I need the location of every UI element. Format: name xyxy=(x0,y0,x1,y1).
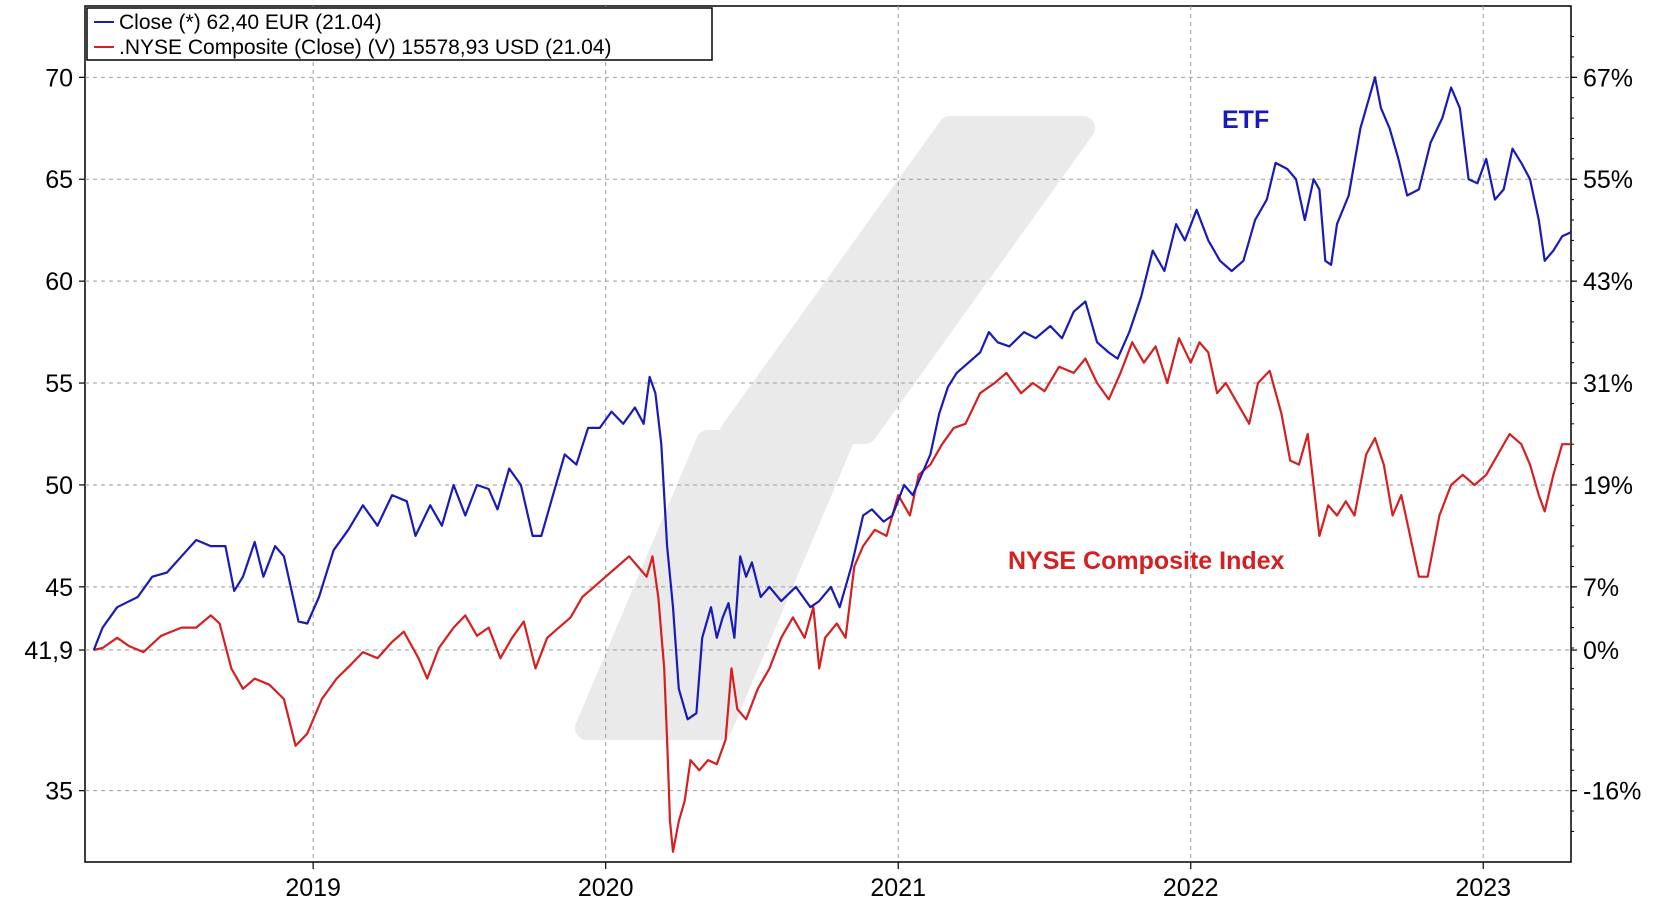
x-tick-label: 2021 xyxy=(870,874,926,902)
x-tick-label: 2020 xyxy=(578,874,634,902)
y-tick-label-left: 55 xyxy=(45,370,73,398)
y-tick-label-left: 41,9 xyxy=(24,637,73,665)
y-tick-label-right: 67% xyxy=(1583,64,1633,92)
y-tick-label-right: 0% xyxy=(1583,637,1619,665)
legend-label-nyse: .NYSE Composite (Close) (V) 15578,93 USD… xyxy=(119,36,612,59)
y-tick-label-right: -16% xyxy=(1583,778,1641,806)
x-tick-label: 2022 xyxy=(1163,874,1219,902)
annotation-etf: ETF xyxy=(1222,106,1269,134)
y-tick-label-left: 50 xyxy=(45,472,73,500)
series-lines xyxy=(92,76,1572,853)
series-line-etf xyxy=(92,76,1572,721)
legend-box xyxy=(86,7,713,61)
watermark-logo xyxy=(575,116,1095,740)
series-line-nyse xyxy=(93,337,1571,853)
y-tick-label-left: 35 xyxy=(45,778,73,806)
y-tick-label-right: 55% xyxy=(1583,166,1633,194)
annotation-nyse: NYSE Composite Index xyxy=(1008,547,1285,575)
y-tick-label-left: 45 xyxy=(45,574,73,602)
y-tick-label-right: 19% xyxy=(1583,472,1633,500)
x-tick-label: 2023 xyxy=(1455,874,1511,902)
y-tick-label-right: 31% xyxy=(1583,370,1633,398)
y-tick-label-left: 65 xyxy=(45,166,73,194)
y-tick-label-left: 60 xyxy=(45,268,73,296)
x-tick-label: 2019 xyxy=(285,874,341,902)
y-tick-label-right: 7% xyxy=(1583,574,1619,602)
legend-label-etf: Close (*) 62,40 EUR (21.04) xyxy=(119,11,382,34)
plot-frame xyxy=(84,5,1572,863)
axes: 35 -16% 41,9 0% 45 7% 50 19% 55 31% 60 43% 65 55% 70 67… xyxy=(24,36,1641,902)
y-tick-label-left: 70 xyxy=(45,64,73,92)
y-tick-label-right: 43% xyxy=(1583,268,1633,296)
legend: Close (*) 62,40 EUR (21.04) .NYSE Compos… xyxy=(86,7,713,61)
